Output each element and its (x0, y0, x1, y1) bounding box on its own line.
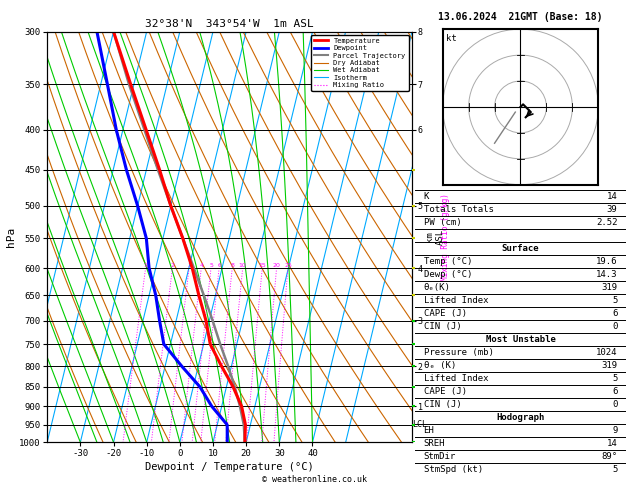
Text: 319: 319 (601, 361, 618, 370)
Text: Lifted Index: Lifted Index (423, 374, 488, 383)
Text: 19.6: 19.6 (596, 257, 618, 266)
Text: 319: 319 (601, 283, 618, 292)
Text: 14: 14 (607, 439, 618, 448)
Text: Hodograph: Hodograph (496, 413, 545, 422)
Text: 8: 8 (230, 263, 234, 268)
Text: 6: 6 (217, 263, 221, 268)
Text: 14: 14 (607, 191, 618, 201)
Legend: Temperature, Dewpoint, Parcel Trajectory, Dry Adiabat, Wet Adiabat, Isotherm, Mi: Temperature, Dewpoint, Parcel Trajectory… (311, 35, 408, 91)
Text: K: K (423, 191, 429, 201)
Title: 32°38'N  343°54'W  1m ASL: 32°38'N 343°54'W 1m ASL (145, 19, 314, 30)
Text: CAPE (J): CAPE (J) (423, 309, 467, 318)
Text: Lifted Index: Lifted Index (423, 296, 488, 305)
Text: 5: 5 (209, 263, 213, 268)
Text: 15: 15 (259, 263, 266, 268)
Text: θₑ(K): θₑ(K) (423, 283, 450, 292)
Text: 3: 3 (187, 263, 191, 268)
Text: 25: 25 (284, 263, 292, 268)
Text: 2: 2 (170, 263, 174, 268)
Text: CAPE (J): CAPE (J) (423, 387, 467, 396)
Text: 13.06.2024  21GMT (Base: 18): 13.06.2024 21GMT (Base: 18) (438, 12, 603, 22)
Text: θₑ (K): θₑ (K) (423, 361, 456, 370)
X-axis label: Dewpoint / Temperature (°C): Dewpoint / Temperature (°C) (145, 462, 314, 472)
Text: SREH: SREH (423, 439, 445, 448)
Text: Mixing Ratio (g/kg): Mixing Ratio (g/kg) (441, 193, 450, 281)
Text: 0: 0 (612, 322, 618, 331)
Text: kt: kt (446, 34, 457, 43)
Text: 1024: 1024 (596, 348, 618, 357)
Text: Pressure (mb): Pressure (mb) (423, 348, 493, 357)
Y-axis label: km
ASL: km ASL (425, 229, 445, 245)
Text: 5: 5 (612, 296, 618, 305)
Text: CIN (J): CIN (J) (423, 400, 461, 409)
Text: Dewp (°C): Dewp (°C) (423, 270, 472, 279)
Text: 5: 5 (612, 374, 618, 383)
Text: 1: 1 (143, 263, 148, 268)
Text: 6: 6 (612, 387, 618, 396)
Text: 14.3: 14.3 (596, 270, 618, 279)
Text: 6: 6 (612, 309, 618, 318)
Text: 5: 5 (612, 465, 618, 474)
Text: 10: 10 (239, 263, 247, 268)
Text: CIN (J): CIN (J) (423, 322, 461, 331)
Text: 2.52: 2.52 (596, 218, 618, 226)
Text: 89°: 89° (601, 452, 618, 461)
Text: 9: 9 (612, 426, 618, 435)
Text: Totals Totals: Totals Totals (423, 205, 493, 213)
Text: © weatheronline.co.uk: © weatheronline.co.uk (262, 474, 367, 484)
Text: StmDir: StmDir (423, 452, 456, 461)
Text: StmSpd (kt): StmSpd (kt) (423, 465, 482, 474)
Text: Most Unstable: Most Unstable (486, 335, 555, 344)
Text: 4: 4 (199, 263, 203, 268)
Text: Surface: Surface (502, 243, 539, 253)
Text: LCL: LCL (412, 420, 427, 429)
Y-axis label: hPa: hPa (6, 227, 16, 247)
Text: PW (cm): PW (cm) (423, 218, 461, 226)
Text: 0: 0 (612, 400, 618, 409)
Text: 20: 20 (272, 263, 281, 268)
Text: Temp (°C): Temp (°C) (423, 257, 472, 266)
Text: EH: EH (423, 426, 434, 435)
Text: 39: 39 (607, 205, 618, 213)
